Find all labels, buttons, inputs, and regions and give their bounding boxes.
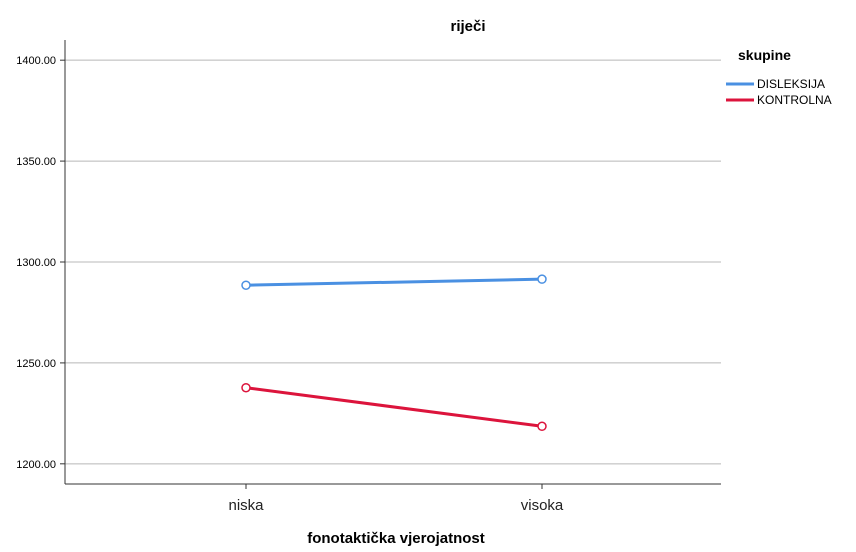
data-point-disleksija (537, 274, 547, 284)
x-axis-ticks: niska visoka (228, 484, 564, 514)
y-tick-label: 1300.00 (16, 257, 56, 269)
series-line-kontrolna (245, 386, 543, 428)
x-tick-label: niska (228, 497, 264, 514)
y-tick-label: 1250.00 (16, 358, 56, 370)
x-axis-label: fonotaktička vjerojatnost (307, 530, 485, 547)
y-tick-label: 1350.00 (16, 156, 56, 168)
chart-title: riječi (450, 18, 485, 35)
data-point-disleksija (241, 280, 251, 290)
y-tick-label: 1400.00 (16, 55, 56, 67)
y-axis-ticks: 1200.00 1250.00 1300.00 1350.00 1400.00 (16, 55, 65, 471)
legend-item-label: DISLEKSIJA (757, 77, 825, 91)
grid-lines (65, 59, 721, 465)
data-point-kontrolna (537, 421, 547, 432)
legend: skupine DISLEKSIJA KONTROLNA (726, 47, 832, 107)
x-tick-label: visoka (521, 497, 564, 514)
y-tick-label: 1200.00 (16, 459, 56, 471)
series-lines (241, 274, 547, 432)
data-point-kontrolna (241, 382, 251, 393)
series-line-disleksija (245, 277, 543, 287)
legend-title: skupine (738, 47, 791, 63)
legend-item-label: KONTROLNA (757, 93, 832, 107)
axes (64, 40, 721, 485)
